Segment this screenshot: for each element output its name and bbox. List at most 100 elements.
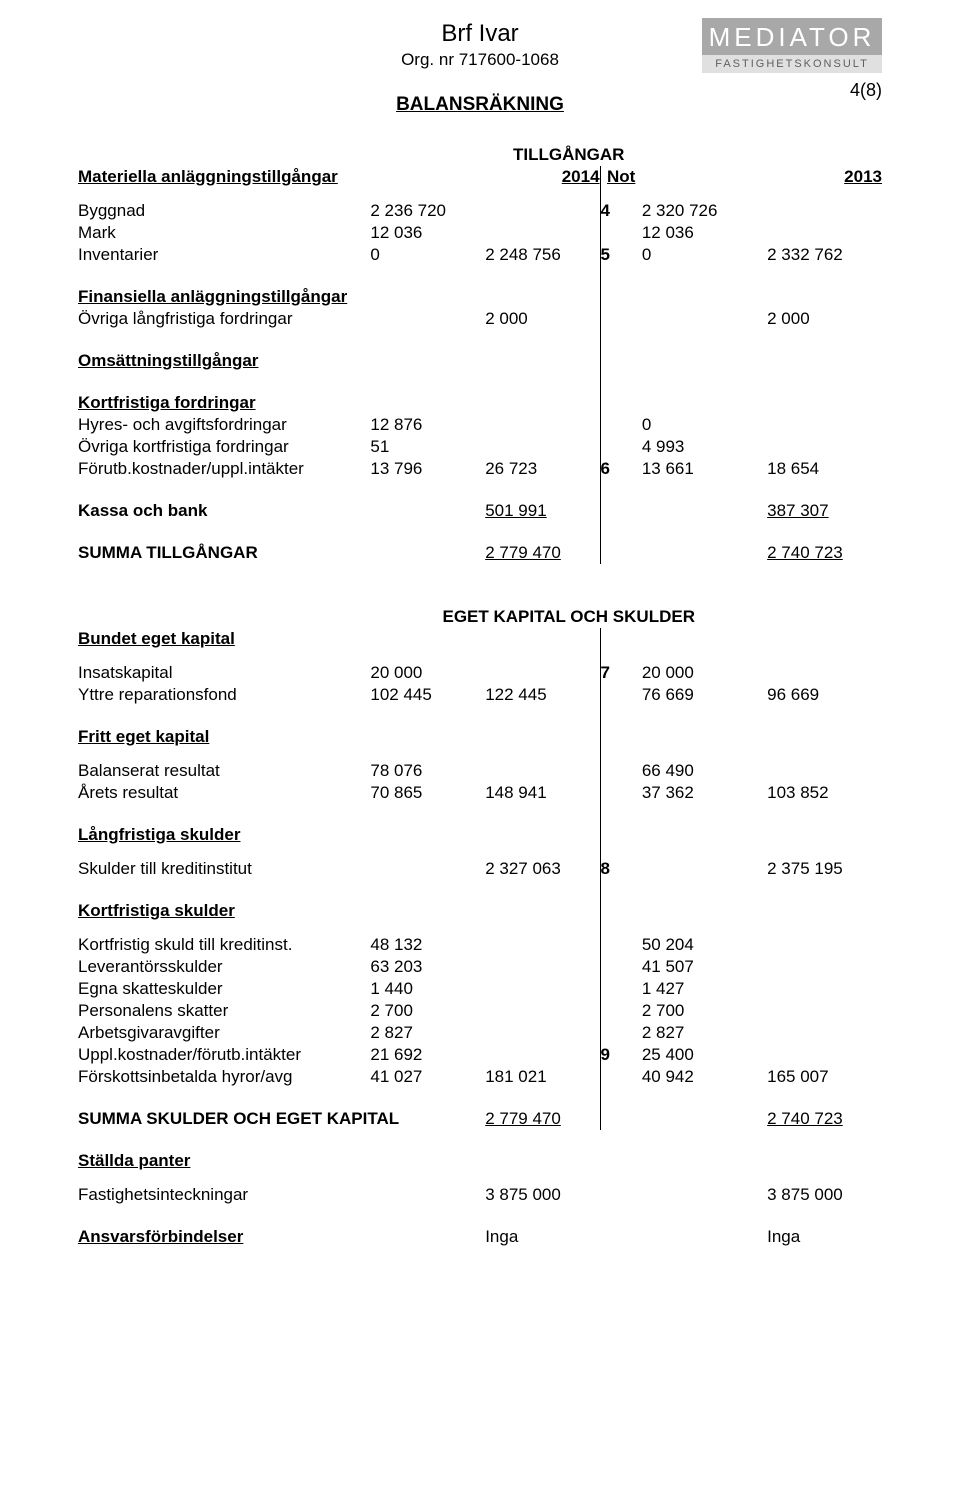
year-header-row: Materiella anläggningstillgångar 2014 No… xyxy=(78,166,882,188)
s9-head-row: Ställda panter xyxy=(78,1150,882,1172)
v3: 41 507 xyxy=(642,956,767,978)
note: 7 xyxy=(600,662,642,684)
label: Egna skatteskulder xyxy=(78,978,370,1000)
v3: 0 xyxy=(642,414,767,436)
row-egna-skatt: Egna skatteskulder 1 440 1 427 xyxy=(78,978,882,1000)
v3: 66 490 xyxy=(642,760,767,782)
s3-head-row: Omsättningstillgångar xyxy=(78,350,882,372)
label: Yttre reparationsfond xyxy=(78,684,370,706)
row-summa-skulder: SUMMA SKULDER OCH EGET KAPITAL 2 779 470… xyxy=(78,1108,882,1130)
v1: 13 796 xyxy=(370,458,485,480)
s8-head: Kortfristiga skulder xyxy=(78,900,370,922)
v3: 12 036 xyxy=(642,222,767,244)
label: Arbetsgivaravgifter xyxy=(78,1022,370,1044)
page-number: 4(8) xyxy=(850,80,882,101)
balance-table: TILLGÅNGAR Materiella anläggningstillgån… xyxy=(78,144,882,564)
v3: 1 427 xyxy=(642,978,767,1000)
v1: 102 445 xyxy=(370,684,485,706)
v3: 2 320 726 xyxy=(642,200,767,222)
note: 6 xyxy=(600,458,642,480)
row-fastighet: Fastighetsinteckningar 3 875 000 3 875 0… xyxy=(78,1184,882,1206)
s4-head: Kortfristiga fordringar xyxy=(78,392,370,414)
v2: 26 723 xyxy=(485,458,600,480)
label: Årets resultat xyxy=(78,782,370,804)
ek-caption: EGET KAPITAL OCH SKULDER xyxy=(370,606,767,628)
logo-top: MEDIATOR xyxy=(702,18,882,55)
label: Övriga långfristiga fordringar xyxy=(78,308,370,330)
v4: Inga xyxy=(767,1226,882,1248)
label: Förskottsinbetalda hyror/avg xyxy=(78,1066,370,1088)
s7-head-row: Långfristiga skulder xyxy=(78,824,882,846)
label: Fastighetsinteckningar xyxy=(78,1184,370,1206)
note: 5 xyxy=(600,244,642,266)
row-leverantor: Leverantörsskulder 63 203 41 507 xyxy=(78,956,882,978)
row-personal-skatt: Personalens skatter 2 700 2 700 xyxy=(78,1000,882,1022)
s5-head-row: Bundet eget kapital xyxy=(78,628,882,650)
label: Personalens skatter xyxy=(78,1000,370,1022)
v2: 3 875 000 xyxy=(485,1184,600,1206)
v4: 2 740 723 xyxy=(767,542,882,564)
s8-head-row: Kortfristiga skulder xyxy=(78,900,882,922)
s3-head: Omsättningstillgångar xyxy=(78,350,370,372)
v4: 103 852 xyxy=(767,782,882,804)
v2: 181 021 xyxy=(485,1066,600,1088)
v2: 2 248 756 xyxy=(485,244,600,266)
equity-table: EGET KAPITAL OCH SKULDER Bundet eget kap… xyxy=(78,606,882,1130)
v3: 13 661 xyxy=(642,458,767,480)
row-kreditinst: Skulder till kreditinstitut 2 327 063 8 … xyxy=(78,858,882,880)
note: 8 xyxy=(600,858,642,880)
label: Byggnad xyxy=(78,200,370,222)
row-ovriga-kort: Övriga kortfristiga fordringar 51 4 993 xyxy=(78,436,882,458)
s2-head-row: Finansiella anläggningstillgångar xyxy=(78,286,882,308)
v1: 0 xyxy=(370,244,485,266)
row-forskott: Förskottsinbetalda hyror/avg 41 027 181 … xyxy=(78,1066,882,1088)
s1-head: Materiella anläggningstillgångar xyxy=(78,166,370,188)
v1: 21 692 xyxy=(370,1044,485,1066)
v3: 2 827 xyxy=(642,1022,767,1044)
s5-head: Bundet eget kapital xyxy=(78,628,370,650)
v2: 2 327 063 xyxy=(485,858,600,880)
v1: 12 876 xyxy=(370,414,485,436)
v3: 37 362 xyxy=(642,782,767,804)
v1: 2 700 xyxy=(370,1000,485,1022)
v2: 148 941 xyxy=(485,782,600,804)
v2: Inga xyxy=(485,1226,600,1248)
label: Kortfristig skuld till kreditinst. xyxy=(78,934,370,956)
v4: 18 654 xyxy=(767,458,882,480)
v1: 2 236 720 xyxy=(370,200,485,222)
v1: 1 440 xyxy=(370,978,485,1000)
label: Leverantörsskulder xyxy=(78,956,370,978)
v3: 76 669 xyxy=(642,684,767,706)
page-title: BALANSRÄKNING xyxy=(78,94,882,116)
row-insats: Insatskapital 20 000 7 20 000 xyxy=(78,662,882,684)
v2: 2 779 470 xyxy=(485,542,600,564)
v1: 70 865 xyxy=(370,782,485,804)
v2: 2 779 470 xyxy=(485,1108,600,1130)
v3: 20 000 xyxy=(642,662,767,684)
assets-caption: TILLGÅNGAR xyxy=(370,144,767,166)
v1: 48 132 xyxy=(370,934,485,956)
row-byggnad: Byggnad 2 236 720 4 2 320 726 xyxy=(78,200,882,222)
row-ovriga-lang: Övriga långfristiga fordringar 2 000 2 0… xyxy=(78,308,882,330)
v3: 25 400 xyxy=(642,1044,767,1066)
label: Insatskapital xyxy=(78,662,370,684)
v4: 3 875 000 xyxy=(767,1184,882,1206)
v1: 51 xyxy=(370,436,485,458)
row-arbetsgivar: Arbetsgivaravgifter 2 827 2 827 xyxy=(78,1022,882,1044)
v1: 20 000 xyxy=(370,662,485,684)
label: Inventarier xyxy=(78,244,370,266)
label: SUMMA SKULDER OCH EGET KAPITAL xyxy=(78,1108,370,1130)
logo: MEDIATOR FASTIGHETSKONSULT xyxy=(702,18,882,73)
v2: 122 445 xyxy=(485,684,600,706)
v1: 78 076 xyxy=(370,760,485,782)
row-uppl: Uppl.kostnader/förutb.intäkter 21 692 9 … xyxy=(78,1044,882,1066)
row-balanserat: Balanserat resultat 78 076 66 490 xyxy=(78,760,882,782)
label: Skulder till kreditinstitut xyxy=(78,858,370,880)
ek-caption-row: EGET KAPITAL OCH SKULDER xyxy=(78,606,882,628)
v3: 40 942 xyxy=(642,1066,767,1088)
label: Mark xyxy=(78,222,370,244)
label: Uppl.kostnader/förutb.intäkter xyxy=(78,1044,370,1066)
row-summa-tillgangar: SUMMA TILLGÅNGAR 2 779 470 2 740 723 xyxy=(78,542,882,564)
row-kassa: Kassa och bank 501 991 387 307 xyxy=(78,500,882,522)
assets-caption-row: TILLGÅNGAR xyxy=(78,144,882,166)
